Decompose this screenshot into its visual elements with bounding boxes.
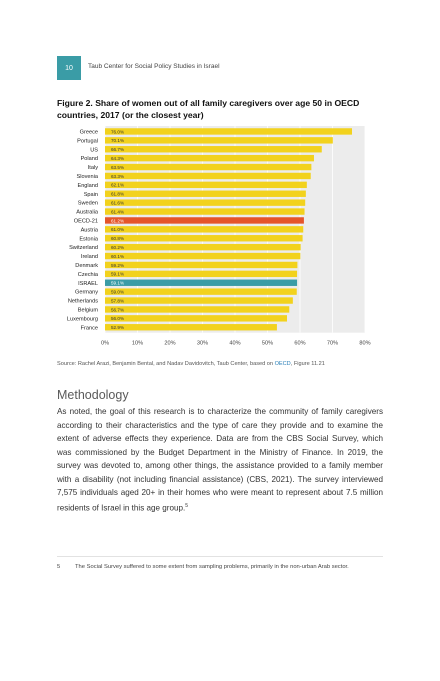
data-label: 60.8% [111,236,124,241]
category-label: Netherlands [68,299,98,305]
category-label: Italy [88,165,98,171]
data-label: 76.0% [111,129,124,134]
bar [105,154,314,162]
category-label: Luxembourg [67,316,98,322]
category-label: Czechia [78,272,99,278]
data-label: 56.0% [111,316,124,321]
footnote-number: 5 [57,564,61,570]
paragraph-text: As noted, the goal of this research is t… [57,407,383,513]
oecd-link[interactable]: OECD [274,361,291,367]
bar [105,146,322,153]
category-label: Sweden [78,201,98,207]
bar [105,226,304,233]
data-label: 56.7% [111,307,124,312]
category-label: Austria [81,227,99,233]
x-tick-label: 50% [262,341,273,347]
category-label: US [90,147,98,153]
footnote-text: The Social Survey suffered to some exten… [75,564,349,570]
category-label: Belgium [78,307,99,313]
data-label: 60.2% [111,245,124,250]
data-label: 59.1% [111,272,124,277]
bar-chart: 0% 10% 20% 30% 40% 50% 60% 70% 80% Greece 76.0% Por… [67,126,371,347]
data-label: 70.1% [111,138,124,143]
figure-title: Figure 2. Share of women out of all fami… [57,98,360,120]
category-label: Slovenia [77,174,99,180]
bar [105,306,290,313]
category-label: Spain [84,192,98,198]
x-tick-label: 20% [164,341,175,347]
data-label: 66.7% [111,147,124,152]
bar [105,181,307,189]
figure-source: Source: Rachel Arazi, Benjamin Bental, a… [57,361,397,367]
bar [105,315,287,322]
x-tick-label: 80% [359,341,370,347]
bar [105,208,305,215]
bar [105,217,304,224]
category-label: OECD-21 [74,218,98,224]
category-label: Estonia [79,236,99,242]
data-label: 61.6% [111,200,124,205]
category-label: France [81,325,98,331]
bar [105,279,298,286]
bar [105,324,277,331]
section-heading: Methodology [57,388,129,402]
footnote: 5 The Social Survey suffered to some ext… [57,563,383,572]
bar [105,137,333,144]
bar [105,270,298,278]
x-tick-label: 30% [197,341,208,347]
category-label: Poland [81,156,98,162]
bar [105,297,293,304]
x-tick-label: 70% [327,341,338,347]
bar [105,172,311,180]
bar [105,128,352,135]
bar [105,288,297,295]
body-paragraph: As noted, the goal of this research is t… [57,405,383,515]
footnote-divider [57,556,383,557]
data-label: 59.1% [111,281,124,286]
x-tick-label: 60% [294,341,305,347]
data-label: 59.2% [111,263,124,268]
bar [105,261,298,269]
category-label: Switzerland [69,245,98,251]
x-tick-label: 10% [132,341,143,347]
category-label: Germany [75,290,98,296]
bar [105,199,306,206]
category-label: Australia [76,210,99,216]
data-label: 63.3% [111,174,124,179]
source-suffix: , Figure 11.21 [290,361,325,367]
category-label: England [77,183,98,189]
bar [105,235,303,242]
source-text: Source: Rachel Arazi, Benjamin Bental, a… [57,361,275,367]
bar [105,163,312,171]
x-tick-label: 0% [101,341,109,347]
data-label: 59.0% [111,289,124,294]
data-label: 61.8% [111,192,124,197]
data-label: 64.3% [111,156,124,161]
category-label: Greece [80,129,98,135]
page-number-badge: 10 [57,56,81,80]
data-label: 61.0% [111,227,124,232]
bar [105,190,306,197]
data-label: 52.9% [111,325,124,330]
running-head: Taub Center for Social Policy Studies in… [88,63,220,70]
bar [105,252,301,260]
category-label: Denmark [75,263,98,269]
footnote-ref[interactable]: 5 [185,502,189,509]
data-label: 61.2% [111,218,124,223]
data-label: 63.5% [111,165,124,170]
category-label: ISRAEL [78,281,98,287]
data-label: 61.4% [111,209,124,214]
category-label: Portugal [77,138,98,144]
data-label: 57.8% [111,298,124,303]
x-tick-label: 40% [229,341,240,347]
category-label: Ireland [81,254,98,260]
bar [105,243,301,251]
data-label: 60.1% [111,254,124,259]
data-label: 62.1% [111,183,124,188]
